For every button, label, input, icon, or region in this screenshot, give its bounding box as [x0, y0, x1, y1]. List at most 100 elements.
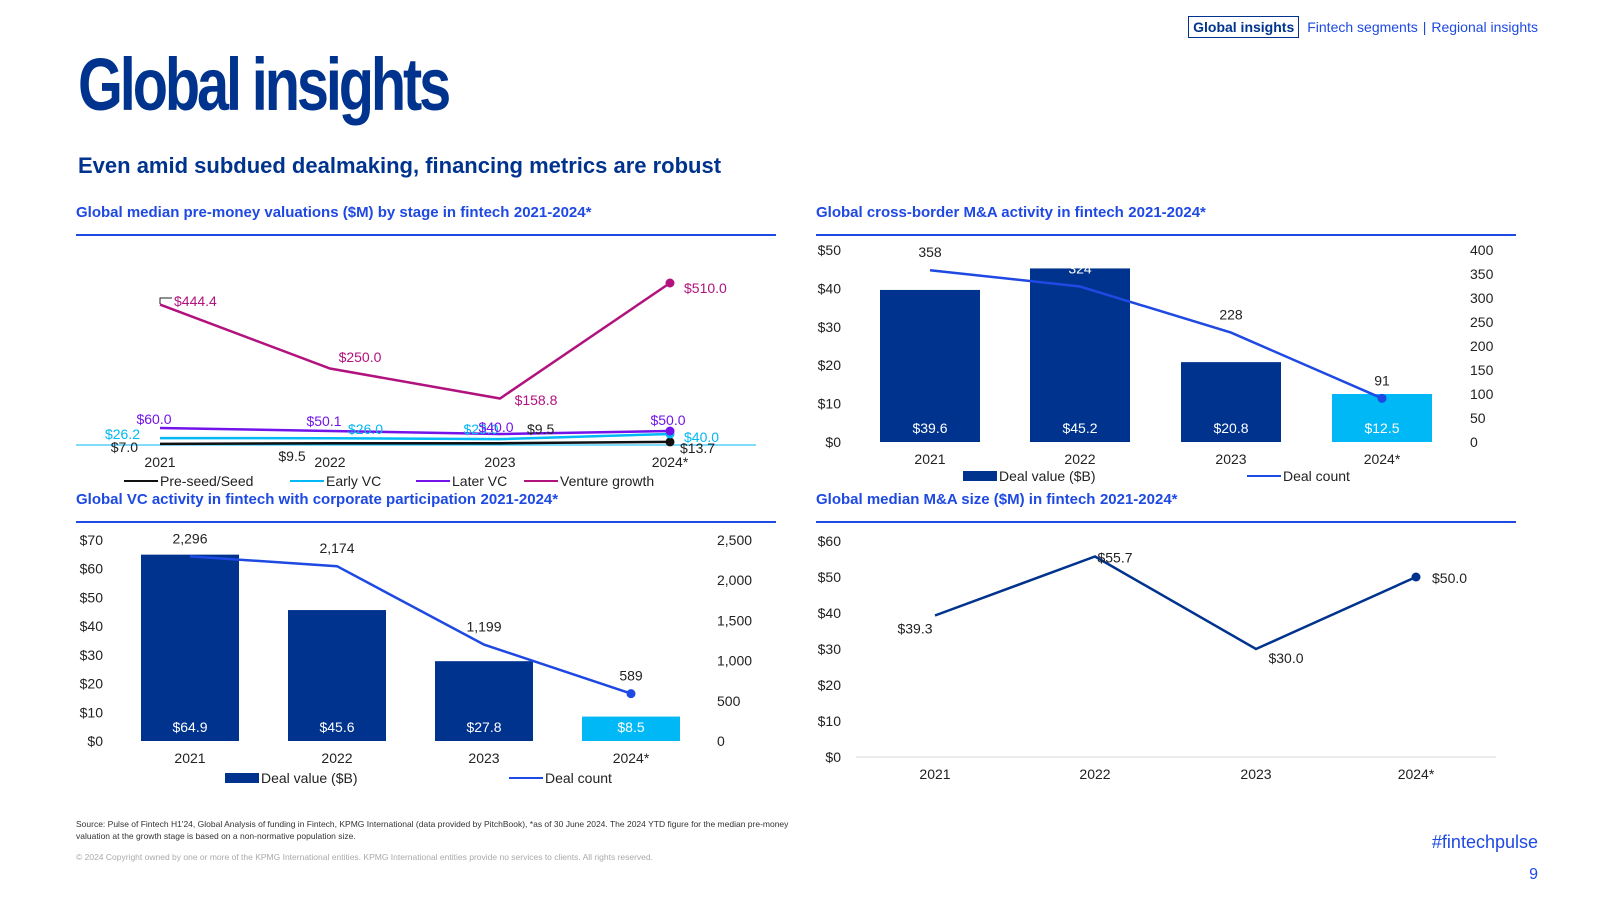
- vc-corporate-chart-period: 2021-2024*: [480, 491, 559, 508]
- vc-corporate-bar-value-label: $45.6: [319, 719, 354, 735]
- cross-border-ma-bar-value-label: $45.2: [1062, 420, 1097, 436]
- cross-border-ma-count-label: 358: [918, 244, 942, 260]
- cross-border-ma-deal-count-legend-label: Deal count: [1283, 468, 1350, 484]
- cross-border-ma-x-tick-label: 2022: [1064, 451, 1095, 467]
- valuations-later-vc-data-label: $50.1: [306, 413, 341, 429]
- vc-corporate-chart-header: Global VC activity in fintech with corpo…: [76, 491, 776, 523]
- median-ma-size-chart-title: Global median M&A size ($M) in fintech: [816, 491, 1096, 508]
- vc-corporate-right-axis-tick: 500: [717, 693, 741, 709]
- cross-border-ma-chart-title: Global cross-border M&A activity in fint…: [816, 204, 1124, 221]
- page-title: Global insights: [78, 43, 451, 126]
- vc-corporate-left-axis-tick: $10: [80, 704, 104, 720]
- copyright-note: © 2024 Copyright owned by one or more of…: [76, 852, 653, 862]
- cross-border-ma-right-axis-tick: 300: [1470, 290, 1494, 306]
- nav-regional-insights[interactable]: Regional insights: [1431, 19, 1538, 35]
- vc-corporate-left-axis-tick: $50: [80, 589, 104, 605]
- hashtag-link[interactable]: #fintechpulse: [1431, 832, 1538, 852]
- vc-corporate-bar-value-label: $8.5: [617, 719, 644, 735]
- top-navigation: Global insights Fintech segments | Regio…: [1188, 16, 1538, 38]
- median-ma-size-x-tick-label: 2022: [1079, 766, 1110, 782]
- valuations-x-tick-label: 2022: [314, 454, 345, 470]
- vc-corporate-left-axis-tick: $60: [80, 561, 104, 577]
- valuations-pre-seed-seed-data-label: $9.5: [278, 448, 305, 464]
- vc-corporate-right-axis-tick: 1,000: [717, 653, 752, 669]
- vc-corporate-chart-title: Global VC activity in fintech with corpo…: [76, 491, 477, 508]
- valuations-pre-seed-seed-end-point: [665, 437, 675, 447]
- cross-border-ma-right-axis-tick: 100: [1470, 386, 1494, 402]
- vc-corporate-count-line: [189, 555, 632, 695]
- median-ma-size-axis-tick: $0: [825, 749, 841, 765]
- median-ma-size-axis-tick: $20: [818, 677, 842, 693]
- cross-border-ma-left-axis-tick: $10: [818, 396, 842, 412]
- nav-global-insights[interactable]: Global insights: [1188, 16, 1300, 38]
- valuations-later-vc-end-point: [665, 426, 675, 436]
- vc-corporate-bar: [435, 661, 533, 741]
- cross-border-ma-left-axis-tick: $30: [818, 319, 842, 335]
- vc-corporate-right-axis-tick: 1,500: [717, 612, 752, 628]
- vc-corporate-count-end-point: [626, 689, 636, 699]
- median-ma-size-line-chart: $0 $10 $20 $30 $40 $50 $60 2021 2022 2023 2024* $39…: [818, 533, 1496, 782]
- valuations-venture-growth-data-label: $444.4: [174, 293, 217, 309]
- vc-corporate-right-axis-tick: 0: [717, 733, 725, 749]
- cross-border-ma-right-axis-tick: 150: [1470, 362, 1494, 378]
- median-ma-size-axis-tick: $40: [818, 605, 842, 621]
- cross-border-ma-chart-period: 2021-2024*: [1128, 204, 1206, 221]
- cross-border-ma-left-axis-tick: $0: [825, 434, 841, 450]
- valuations-later-vc-data-label: $40.0: [478, 419, 513, 435]
- median-ma-size-axis-tick: $30: [818, 641, 842, 657]
- median-ma-size-axis-tick: $60: [818, 533, 842, 549]
- median-ma-size-data-label: $30.0: [1268, 650, 1303, 666]
- cross-border-ma-count-end-point: [1377, 393, 1387, 403]
- valuations-x-tick-label: 2021: [144, 454, 175, 470]
- vc-corporate-left-axis-tick: $40: [80, 618, 104, 634]
- cross-border-ma-right-axis-tick: 350: [1470, 266, 1494, 282]
- nav-fintech-segments[interactable]: Fintech segments: [1307, 19, 1418, 35]
- cross-border-ma-left-axis-tick: $40: [818, 280, 842, 296]
- valuations-venture-growth-end-point: [665, 278, 675, 288]
- valuations-venture-growth-legend-label: Venture growth: [560, 473, 654, 489]
- nav-separator: |: [1422, 19, 1427, 35]
- cross-border-ma-right-axis-tick: 50: [1470, 410, 1486, 426]
- valuations-line-chart: 2021 2022 2023 2024*$7.0$9.5$9.5$13.7$26.2 $…: [76, 278, 756, 489]
- cross-border-ma-count-label: 91: [1374, 372, 1390, 388]
- valuations-early-vc-data-label: $26.0: [348, 421, 383, 437]
- valuations-early-vc-data-label: $26.2: [105, 426, 140, 442]
- cross-border-ma-bar-value-label: $20.8: [1213, 420, 1248, 436]
- cross-border-ma-left-axis-tick: $20: [818, 357, 842, 373]
- page-subtitle: Even amid subdued dealmaking, financing …: [78, 153, 722, 178]
- vc-corporate-count-label: 2,296: [172, 530, 207, 546]
- vc-corporate-right-axis-tick: 2,000: [717, 572, 752, 588]
- cross-border-ma-bar: [1181, 362, 1281, 442]
- vc-corporate-deal-value-legend-swatch: [225, 773, 259, 783]
- valuations-pre-seed-seed-data-label: $9.5: [527, 421, 554, 437]
- valuations-later-vc-data-label: $60.0: [136, 411, 171, 427]
- valuations-early-vc-data-label: $23.0: [463, 421, 498, 437]
- vc-corporate-left-axis-tick: $20: [80, 676, 104, 692]
- cross-border-ma-bar: [1030, 268, 1130, 442]
- valuations-x-tick-label: 2024*: [652, 454, 689, 470]
- valuations-chart-period: 2021-2024*: [513, 204, 592, 221]
- median-ma-size-data-label: $50.0: [1432, 570, 1467, 586]
- cross-border-ma-right-axis-tick: 250: [1470, 314, 1494, 330]
- cross-border-ma-bar: [880, 289, 980, 442]
- cross-border-ma-count-label: 324: [1068, 260, 1092, 276]
- vc-corporate-bar-value-label: $64.9: [172, 719, 207, 735]
- valuations-pre-seed-seed-series-line: [159, 440, 671, 446]
- cross-border-ma-combo-chart: $0 $10 $20 $30 $40 $50 0 50 100 150 200 250 300 350 40…: [818, 242, 1494, 484]
- vc-corporate-left-axis-tick: $30: [80, 647, 104, 663]
- valuations-x-tick-label: 2023: [484, 454, 515, 470]
- median-ma-size-line: [934, 555, 1417, 651]
- valuations-later-vc-series-line: [159, 426, 671, 436]
- vc-corporate-count-label: 1,199: [466, 619, 501, 635]
- cross-border-ma-chart-header: Global cross-border M&A activity in fint…: [816, 204, 1516, 236]
- median-ma-size-axis-tick: $10: [818, 713, 842, 729]
- valuations-later-vc-data-label: $50.0: [650, 412, 685, 428]
- vc-corporate-x-tick-label: 2022: [321, 750, 352, 766]
- valuations-venture-growth-data-label: $158.8: [515, 392, 558, 408]
- cross-border-ma-x-tick-label: 2024*: [1364, 451, 1401, 467]
- valuations-early-vc-legend-label: Early VC: [326, 473, 381, 489]
- cross-border-ma-count-label: 228: [1219, 307, 1243, 323]
- cross-border-ma-bar-value-label: $39.6: [912, 420, 947, 436]
- vc-corporate-left-axis-tick: $70: [80, 532, 104, 548]
- vc-corporate-x-tick-label: 2024*: [613, 750, 650, 766]
